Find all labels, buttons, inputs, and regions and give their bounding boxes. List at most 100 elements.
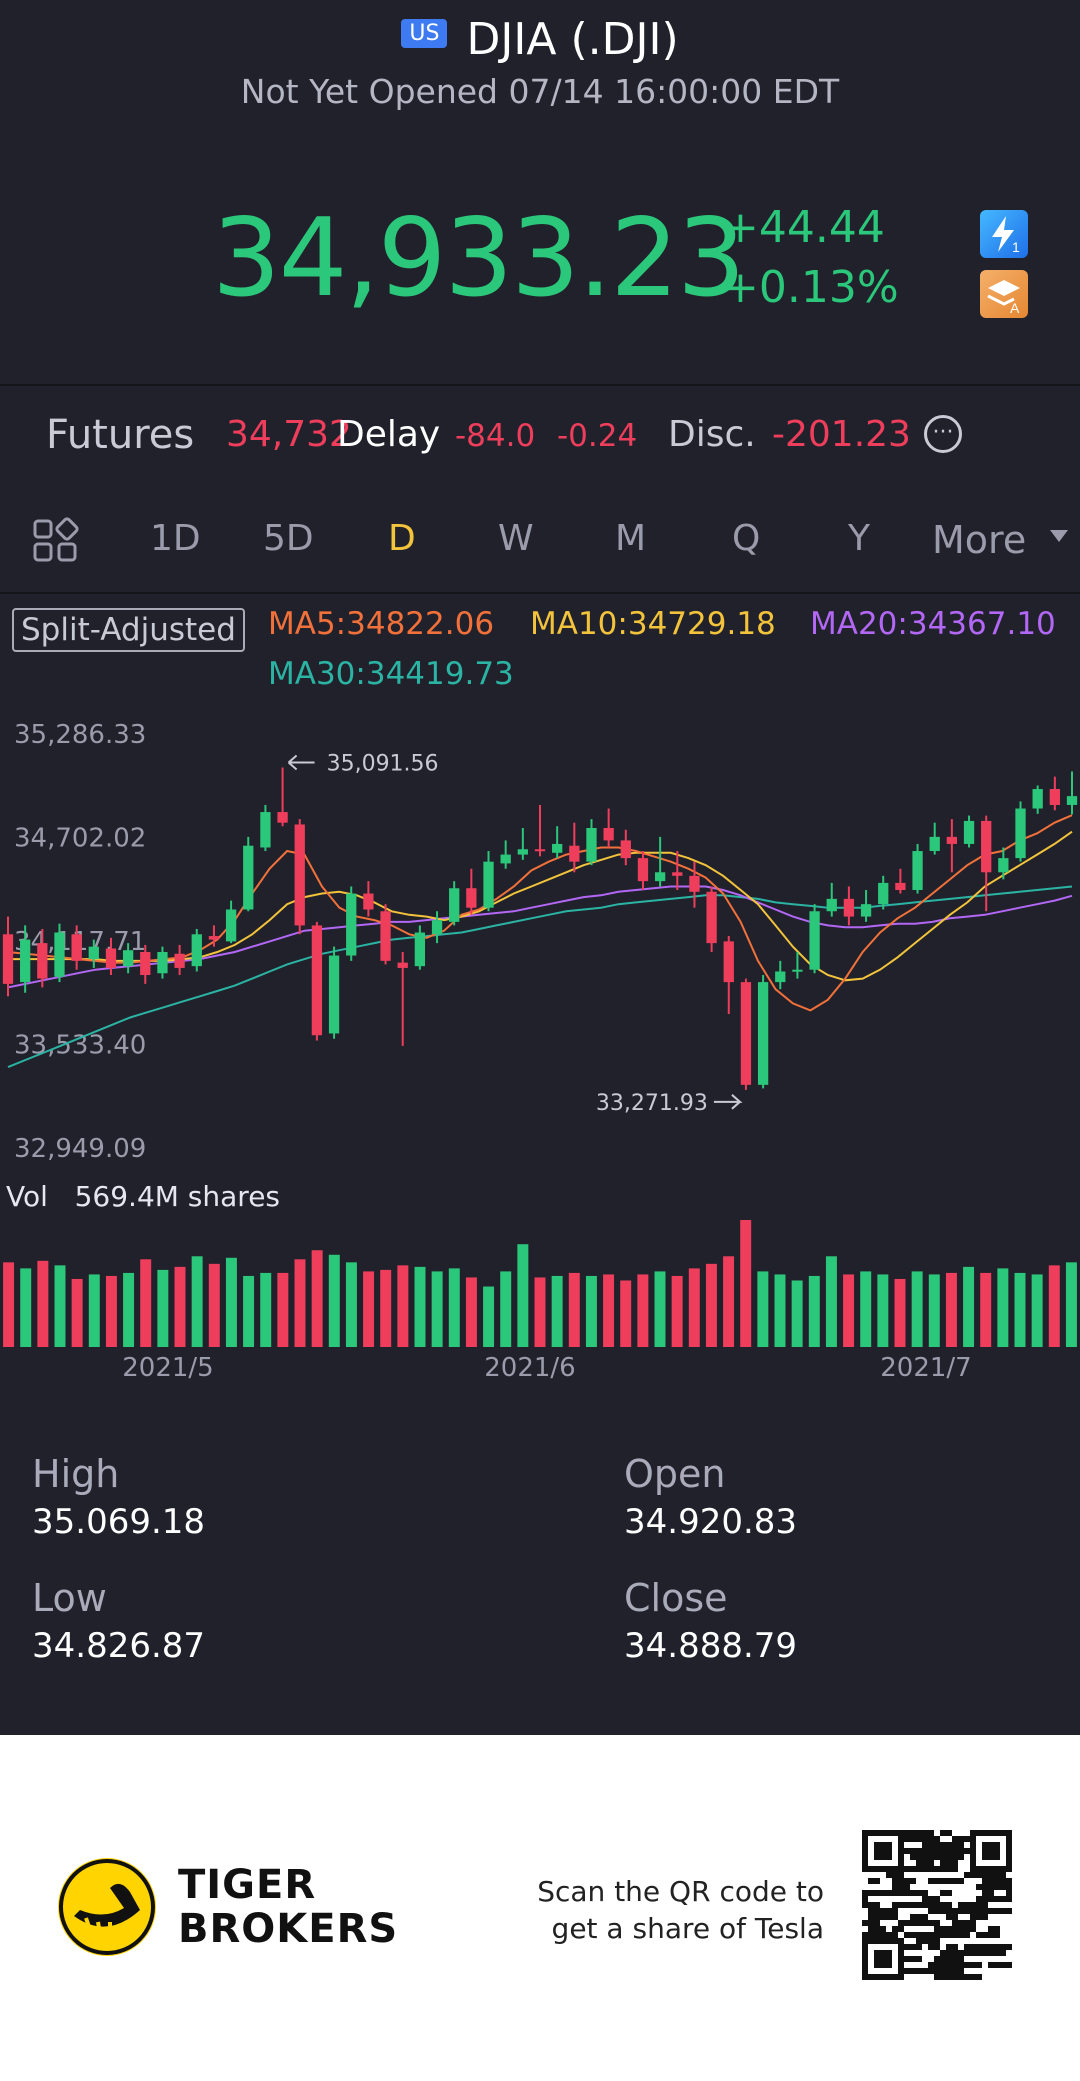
divider xyxy=(0,384,1080,386)
tab-1d[interactable]: 1D xyxy=(150,518,201,559)
qr-module xyxy=(868,1920,874,1926)
disc-label: Disc. xyxy=(668,414,756,455)
qr-module xyxy=(976,1884,982,1890)
qr-module xyxy=(970,1914,976,1920)
qr-module xyxy=(892,1878,898,1884)
candle-body xyxy=(706,891,717,944)
qr-module xyxy=(946,1932,952,1938)
qr-module xyxy=(940,1890,946,1896)
high-marker-arrow xyxy=(287,754,315,771)
tab-q[interactable]: Q xyxy=(732,518,761,559)
stack-level-a-icon[interactable]: A xyxy=(980,270,1028,318)
qr-module xyxy=(1000,1944,1006,1950)
qr-module xyxy=(868,1902,874,1908)
qr-module xyxy=(928,1920,934,1926)
lightning-level1-icon[interactable]: 1 xyxy=(980,210,1028,258)
tab-w[interactable]: W xyxy=(498,518,534,559)
qr-module xyxy=(988,1872,994,1878)
qr-module xyxy=(916,1866,922,1872)
qr-module xyxy=(994,1932,1000,1938)
candle-body xyxy=(449,888,460,922)
qr-module xyxy=(886,1890,892,1896)
candle-body xyxy=(71,934,82,961)
qr-module xyxy=(946,1854,952,1860)
volume-bar xyxy=(3,1262,15,1347)
more-options-icon[interactable]: ··· xyxy=(924,415,962,453)
qr-module xyxy=(874,1842,892,1860)
qr-module xyxy=(940,1926,946,1932)
volume-bar xyxy=(774,1274,786,1347)
qr-module xyxy=(922,1896,928,1902)
tab-d[interactable]: D xyxy=(388,518,416,559)
candle-body xyxy=(775,971,786,983)
tab-m[interactable]: M xyxy=(615,518,647,559)
chevron-down-icon[interactable] xyxy=(1050,530,1068,542)
volume-bar xyxy=(260,1272,272,1347)
qr-module xyxy=(916,1890,922,1896)
ma5-indicator: MA5:34822.06 xyxy=(268,606,495,642)
qr-module xyxy=(988,1944,994,1950)
candle-body xyxy=(1015,808,1026,859)
candle-body xyxy=(380,911,391,961)
split-adjusted-toggle[interactable]: Split-Adjusted xyxy=(12,608,245,652)
volume-bar xyxy=(277,1272,289,1347)
more-periods-button[interactable]: More xyxy=(932,518,1027,562)
high-marker-label: 35,091.56 xyxy=(327,752,439,777)
qr-module xyxy=(946,1950,952,1956)
qr-module xyxy=(862,1890,868,1896)
qr-module xyxy=(946,1830,952,1836)
qr-module xyxy=(1006,1944,1012,1950)
qr-module xyxy=(868,1926,874,1932)
qr-module xyxy=(898,1872,904,1878)
qr-module xyxy=(952,1842,958,1848)
qr-code-icon[interactable] xyxy=(862,1830,1012,1980)
qr-module xyxy=(1000,1884,1006,1890)
qr-module xyxy=(880,1914,886,1920)
volume-bar xyxy=(740,1220,752,1347)
qr-module xyxy=(874,1914,880,1920)
qr-module xyxy=(982,1842,1000,1860)
volume-bar xyxy=(414,1266,426,1347)
qr-module xyxy=(982,1950,988,1956)
candlestick-chart[interactable]: 35,286.3334,702.0234,117.7133,533.4032,9… xyxy=(0,700,1080,1380)
qr-module xyxy=(886,1914,892,1920)
qr-module xyxy=(904,1920,910,1926)
qr-module xyxy=(982,1914,988,1920)
ma20-line xyxy=(7,885,1073,989)
qr-module xyxy=(958,1956,964,1962)
qr-module xyxy=(976,1914,982,1920)
candle-body xyxy=(963,820,975,844)
candle-body xyxy=(2,934,14,984)
qr-module xyxy=(1000,1878,1006,1884)
volume-bar xyxy=(705,1263,717,1347)
qr-module xyxy=(916,1956,922,1962)
volume-bar xyxy=(345,1262,357,1347)
qr-module xyxy=(910,1944,916,1950)
qr-module xyxy=(934,1920,940,1926)
candle-body xyxy=(672,872,683,876)
qr-module xyxy=(934,1932,940,1938)
qr-module xyxy=(862,1896,868,1902)
qr-module xyxy=(868,1878,874,1884)
tab-y[interactable]: Y xyxy=(848,518,870,559)
qr-module xyxy=(994,1926,1000,1932)
grid-layout-icon[interactable] xyxy=(32,516,80,564)
qr-module xyxy=(970,1944,976,1950)
volume-bar xyxy=(1048,1265,1060,1347)
candle-body xyxy=(654,872,666,882)
qr-module xyxy=(862,1920,868,1926)
qr-module xyxy=(916,1830,922,1836)
qr-module xyxy=(892,1932,898,1938)
qr-module xyxy=(910,1866,916,1872)
volume-bar xyxy=(654,1271,666,1347)
qr-module xyxy=(970,1974,976,1980)
qr-module xyxy=(922,1938,928,1944)
qr-module xyxy=(970,1926,976,1932)
volume-bar xyxy=(20,1268,32,1347)
qr-module xyxy=(946,1914,952,1920)
market-badge: US xyxy=(401,19,448,48)
tab-5d[interactable]: 5D xyxy=(263,518,314,559)
qr-module xyxy=(982,1932,988,1938)
qr-module xyxy=(1006,1884,1012,1890)
qr-module xyxy=(952,1908,958,1914)
